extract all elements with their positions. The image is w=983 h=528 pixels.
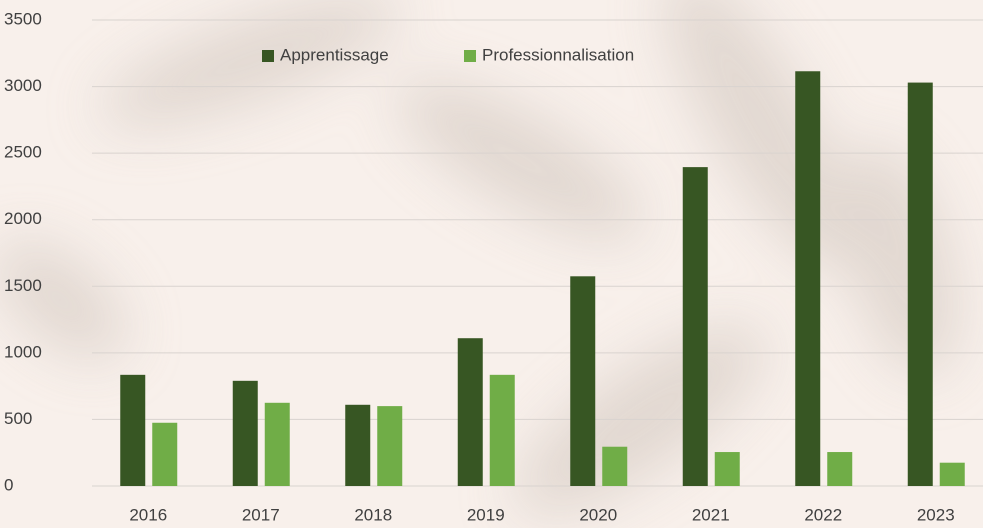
- x-tick-label: 2022: [804, 505, 842, 524]
- y-tick-label: 500: [4, 409, 32, 428]
- bar: [264, 402, 290, 486]
- x-tick-label: 2016: [129, 505, 167, 524]
- x-tick-label: 2018: [354, 505, 392, 524]
- bar: [232, 380, 258, 486]
- x-tick-label: 2019: [467, 505, 505, 524]
- bar: [489, 374, 515, 486]
- x-tick-label: 2020: [579, 505, 617, 524]
- bar: [827, 452, 853, 486]
- legend-label: Professionnalisation: [482, 45, 634, 64]
- legend-swatch: [464, 50, 476, 62]
- x-tick-label: 2017: [242, 505, 280, 524]
- plot-area: 0 500 1000 1500 2000 2500 3000 3500 2016 2017 2018…: [4, 9, 983, 524]
- bar: [795, 71, 821, 486]
- y-tick-label: 1000: [4, 342, 42, 361]
- bar: [602, 446, 628, 486]
- y-tick-label: 2000: [4, 209, 42, 228]
- y-tick-label: 3500: [4, 9, 42, 28]
- y-tick-label: 3000: [4, 76, 42, 95]
- bar: [570, 276, 596, 486]
- legend-label: Apprentissage: [280, 45, 389, 64]
- x-tick-label: 2023: [917, 505, 955, 524]
- bar: [377, 406, 403, 486]
- bar: [152, 422, 178, 486]
- bar: [682, 167, 708, 486]
- bar: [345, 404, 371, 486]
- bar: [120, 374, 146, 486]
- y-tick-label: 2500: [4, 143, 42, 162]
- y-tick-label: 0: [4, 475, 13, 494]
- x-tick-label: 2021: [692, 505, 730, 524]
- legend-swatch: [262, 50, 274, 62]
- bar: [457, 338, 483, 486]
- bar: [939, 462, 965, 486]
- bar: [907, 82, 933, 486]
- y-tick-label: 1500: [4, 276, 42, 295]
- bar: [714, 452, 740, 486]
